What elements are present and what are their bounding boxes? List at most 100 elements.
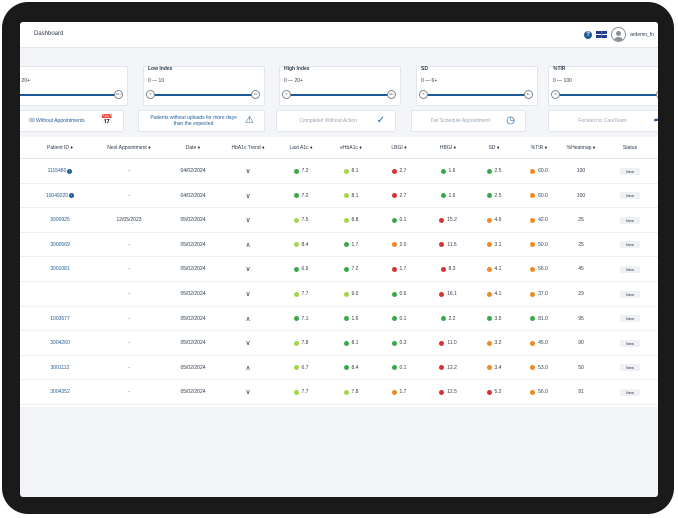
slider-min-handle[interactable]: 0 <box>282 90 291 99</box>
help-icon[interactable]: ? <box>584 30 593 39</box>
patient-id-cell[interactable]: 1003577 <box>30 307 90 331</box>
patient-id[interactable]: 3004260 <box>50 340 70 347</box>
chevron-down-icon[interactable]: ∨ <box>245 340 251 348</box>
trend-cell[interactable]: ∧ <box>221 233 275 257</box>
chevron-down-icon[interactable]: ∨ <box>245 291 251 298</box>
column-header--heatmap[interactable]: %Heatmap ♦ <box>566 145 596 151</box>
table-row[interactable]: 3000925 12/05/2023 05/02/2024 ∨ 7.5 8.8 0.1 15.… <box>20 208 658 233</box>
patient-id[interactable]: 3001112 <box>50 364 70 371</box>
chevron-down-icon[interactable]: ∨ <box>245 217 251 225</box>
trend-cell[interactable]: ∨ <box>221 282 275 306</box>
patient-id-cell[interactable]: 3004260 <box>30 331 90 355</box>
action-forward-button[interactable]: Forward to CareTeam ➦ <box>548 110 658 132</box>
column-header-patient-id[interactable]: Patient ID ♦ <box>47 145 73 151</box>
status-cell[interactable]: New <box>605 331 655 355</box>
chevron-down-icon[interactable]: ∨ <box>245 389 251 397</box>
column-header-date[interactable]: Date ♦ <box>185 145 201 151</box>
action-warning-button[interactable]: Patients without uploads for more days t… <box>138 110 265 132</box>
status-badge[interactable]: New <box>619 315 640 323</box>
patient-id[interactable]: 3004352 <box>50 389 70 396</box>
status-cell[interactable]: New <box>605 184 655 208</box>
trend-cell[interactable]: ∨ <box>221 184 275 208</box>
slider-max-handle[interactable]: 20+ <box>114 90 123 99</box>
status-cell[interactable]: New <box>605 159 655 183</box>
status-cell[interactable]: New <box>605 307 655 331</box>
trend-cell[interactable]: ∨ <box>221 159 275 183</box>
action-clock-button[interactable]: Del Schedule Appointment ◷ <box>411 110 526 132</box>
status-cell[interactable]: New <box>605 233 655 257</box>
patient-id[interactable]: 1115480 <box>47 168 67 174</box>
chevron-up-icon[interactable]: ∧ <box>245 315 251 323</box>
username[interactable]: ardemo_fn <box>630 31 654 38</box>
trend-cell[interactable]: ∨ <box>221 208 275 232</box>
chevron-up-icon[interactable]: ∧ <box>245 241 251 249</box>
patient-id-cell[interactable] <box>30 282 90 306</box>
chevron-down-icon[interactable]: ∨ <box>245 168 251 175</box>
patient-id-cell[interactable]: 3001112 <box>30 356 90 380</box>
status-badge[interactable]: New <box>619 192 640 200</box>
status-badge[interactable]: New <box>619 241 640 249</box>
status-badge[interactable]: New <box>619 364 640 372</box>
column-header-ehba1c[interactable]: eHbA1c ♦ <box>340 145 362 151</box>
patient-id-cell[interactable]: 1115480 i <box>30 159 90 183</box>
filter-slider-track[interactable] <box>20 94 119 96</box>
table-row[interactable]: 3001081 - 05/02/2024 ∨ 6.9 7.2 1.7 8.3 4.1 56.0 45… <box>20 257 658 282</box>
table-row[interactable]: 10049220 i - 04/02/2024 ∨ 7.2 8.1 2.7 1.6 2.5 60.0… <box>20 184 658 209</box>
status-badge[interactable]: New <box>619 167 640 175</box>
table-row[interactable]: 3004352 - 05/02/2024 ∨ 7.7 7.8 1.7 12.5 5.2 56.0 9… <box>20 380 658 405</box>
column-header-sd[interactable]: SD ♦ <box>488 145 500 151</box>
uk-flag-icon[interactable] <box>596 31 608 38</box>
column-header-hba1c-trend[interactable]: HbA1c Trend ♦ <box>231 145 265 151</box>
trend-cell[interactable]: ∨ <box>221 257 275 281</box>
action-check-button[interactable]: Completed Without Action ✓ <box>276 110 396 132</box>
slider-min-handle[interactable]: 0 <box>419 90 428 99</box>
chevron-up-icon[interactable]: ∧ <box>245 364 251 372</box>
trend-cell[interactable]: ∨ <box>221 331 275 355</box>
trend-cell[interactable]: ∧ <box>221 356 275 380</box>
table-row[interactable]: 3004260 - 05/02/2024 ∨ 7.8 8.1 0.3 11.0 3.2 45.0 9… <box>20 331 658 356</box>
column-header-last-a1c[interactable]: Last A1c ♦ <box>289 145 313 151</box>
table-row[interactable]: - 05/02/2024 ∨ 7.7 9.0 0.6 16.1 4.1 37.0 29 New <box>20 282 658 307</box>
patient-id-cell[interactable]: 10049220 i <box>30 184 90 208</box>
slider-max-handle[interactable]: 10 <box>251 90 260 99</box>
filter-slider-track[interactable] <box>286 94 392 96</box>
patient-id[interactable]: 3000925 <box>50 217 70 224</box>
table-row[interactable]: 1115480 i - 04/02/2024 ∨ 7.2 8.1 2.7 1.6 2.5 60.0 1… <box>20 159 658 184</box>
status-badge[interactable]: New <box>619 216 640 224</box>
patient-id-cell[interactable]: 3000925 <box>30 208 90 232</box>
trend-cell[interactable]: ∨ <box>221 380 275 404</box>
filter-slider-track[interactable] <box>423 94 529 96</box>
status-badge[interactable]: New <box>619 290 640 298</box>
filter-slider-track[interactable] <box>150 94 256 96</box>
status-cell[interactable]: New <box>605 208 655 232</box>
table-row[interactable]: 3001112 - 05/02/2024 ∧ 6.7 8.4 0.1 12.2 3.4 53.0 5… <box>20 356 658 381</box>
column-header-status[interactable]: Status <box>622 145 638 151</box>
chevron-down-icon[interactable]: ∨ <box>245 266 251 274</box>
patient-id[interactable]: 3000569 <box>50 241 70 248</box>
status-badge[interactable]: New <box>619 339 640 347</box>
status-cell[interactable]: New <box>605 257 655 281</box>
column-header--tir[interactable]: %TIR ♦ <box>530 145 548 151</box>
status-cell[interactable]: New <box>605 380 655 404</box>
status-cell[interactable]: New <box>605 356 655 380</box>
chevron-down-icon[interactable]: ∨ <box>245 192 251 200</box>
action-calendar-button[interactable]: 00 Without Appointments 📅 <box>20 110 124 132</box>
table-row[interactable]: 1003577 - 05/02/2024 ∧ 7.1 1.6 0.1 2.2 3.5 81.0 95… <box>20 307 658 332</box>
table-row[interactable]: 3000569 - 05/02/2024 ∧ 8.4 1.7 2.0 11.5 3.1 50.0 2… <box>20 233 658 258</box>
status-badge[interactable]: New <box>619 265 640 273</box>
status-badge[interactable]: New <box>619 388 640 396</box>
avatar[interactable] <box>611 27 627 42</box>
info-icon[interactable]: i <box>69 193 75 199</box>
slider-min-handle[interactable]: 0 <box>146 90 155 99</box>
patient-id[interactable]: 1003577 <box>50 315 70 322</box>
column-header-next-appointment[interactable]: Next Appointment ♦ <box>107 145 151 151</box>
slider-max-handle[interactable]: 100 <box>656 90 658 99</box>
trend-cell[interactable]: ∧ <box>221 307 275 331</box>
patient-id[interactable]: 10049220 <box>45 192 69 199</box>
patient-id-cell[interactable]: 3001081 <box>30 257 90 281</box>
column-header-lbgi[interactable]: LBGI ♦ <box>391 145 407 151</box>
status-cell[interactable]: New <box>605 282 655 306</box>
slider-min-handle[interactable]: 0 <box>551 90 560 99</box>
info-icon[interactable]: i <box>67 168 73 174</box>
patient-id-cell[interactable]: 3004352 <box>30 380 90 404</box>
